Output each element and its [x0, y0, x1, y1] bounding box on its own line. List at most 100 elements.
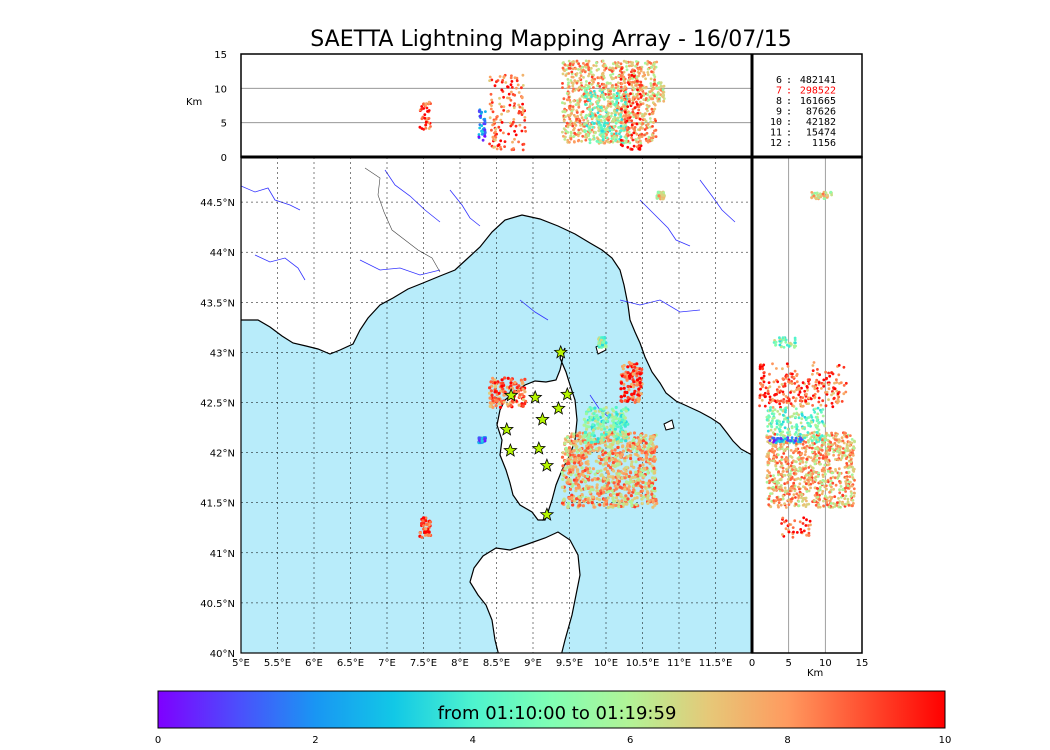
side-source-point [795, 477, 798, 481]
source-point [582, 456, 586, 460]
source-point [563, 467, 567, 471]
source-point [613, 448, 617, 452]
side-source-point [831, 447, 834, 451]
side-source-point [768, 398, 772, 401]
side-source-point [774, 340, 778, 344]
side-source-point [826, 463, 830, 467]
source-point [567, 496, 571, 500]
altitude-source-point [620, 118, 624, 121]
lat-tick-label: 41°N [210, 549, 235, 560]
side-source-point [789, 341, 792, 345]
altitude-source-point [652, 121, 656, 124]
side-source-point [835, 381, 839, 384]
source-point [427, 530, 431, 534]
side-source-point [820, 492, 824, 496]
side-source-point [805, 457, 809, 461]
side-source-point [790, 380, 793, 383]
source-point [640, 451, 644, 455]
side-source-point [810, 450, 814, 454]
altitude-source-point [646, 122, 650, 126]
altitude-source-point [593, 106, 597, 110]
source-point [597, 454, 601, 459]
source-point [491, 376, 495, 380]
side-source-point [805, 518, 808, 522]
source-point [620, 452, 624, 456]
side-source-point [769, 474, 772, 478]
source-point [599, 438, 604, 442]
side-source-point [809, 482, 813, 486]
side-source-point [802, 503, 806, 506]
altitude-source-point [583, 87, 587, 91]
source-point [506, 376, 510, 380]
source-point [614, 434, 618, 438]
source-point [623, 459, 627, 463]
side-source-point [825, 392, 829, 396]
side-source-point [790, 426, 794, 430]
source-point [635, 449, 639, 453]
side-source-point [846, 501, 850, 505]
station-star-icon [535, 411, 550, 426]
side-source-point [842, 392, 846, 396]
source-point [639, 457, 643, 461]
altitude-source-point [577, 134, 580, 138]
altitude-source-point [583, 70, 587, 74]
source-point [585, 474, 590, 478]
side-source-point [772, 474, 775, 477]
altitude-source-point [569, 130, 573, 134]
side-source-point [818, 493, 821, 497]
source-point [632, 437, 636, 441]
altitude-source-point [515, 79, 519, 83]
source-point [629, 471, 633, 475]
source-point [604, 458, 608, 462]
source-point [596, 422, 600, 426]
source-point [501, 381, 505, 385]
side-source-point [830, 393, 833, 397]
source-point [649, 438, 653, 442]
source-point [632, 431, 637, 435]
side-source-point [788, 492, 791, 496]
source-point [565, 481, 569, 485]
side-source-point [835, 504, 839, 507]
source-point [586, 470, 590, 475]
side-source-point [787, 465, 791, 469]
altitude-source-point [595, 61, 598, 65]
altitude-source-point [602, 82, 606, 86]
side-source-point [789, 449, 793, 452]
altitude-source-point [635, 140, 639, 144]
side-source-point [853, 478, 856, 482]
altitude-source-point [616, 81, 620, 85]
altitude-source-point [578, 64, 582, 68]
altitude-source-point [583, 100, 587, 103]
side-source-point [834, 458, 837, 461]
altitude-source-point [492, 120, 496, 124]
source-point [493, 381, 497, 385]
side-source-point [851, 504, 854, 508]
source-point [643, 466, 647, 471]
source-point [596, 477, 600, 481]
side-xlabel: Km [807, 668, 823, 679]
altitude-source-point [630, 62, 634, 66]
source-point [500, 384, 504, 388]
legend-key: 9 [776, 107, 782, 118]
side-source-point [768, 395, 772, 399]
side-source-point [794, 341, 797, 345]
altitude-source-point [571, 75, 575, 79]
side-source-point [814, 503, 818, 507]
side-source-point [792, 530, 795, 534]
source-point [619, 432, 623, 436]
source-point [424, 530, 428, 534]
side-source-point [765, 418, 769, 422]
altitude-source-point [596, 84, 599, 87]
source-point [568, 468, 572, 472]
source-point [630, 382, 634, 386]
side-source-point [819, 485, 822, 489]
source-point [424, 519, 428, 523]
altitude-source-point [508, 103, 512, 107]
altitude-source-point [639, 121, 642, 125]
source-point [622, 414, 626, 418]
altitude-source-point [637, 67, 640, 71]
source-point [505, 385, 509, 389]
side-source-point [788, 415, 792, 419]
source-point [623, 423, 627, 427]
altitude-source-point [620, 107, 623, 111]
